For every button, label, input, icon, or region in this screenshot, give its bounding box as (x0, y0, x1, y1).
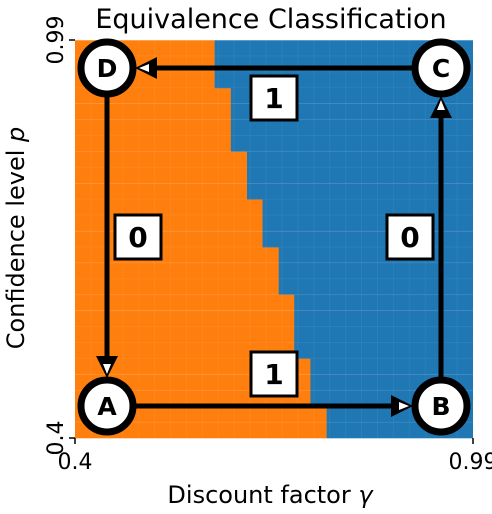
state-node-label: D (97, 54, 118, 83)
heatmap-region-class-1 (278, 278, 473, 295)
x-tick-label: 0.4 (58, 450, 93, 475)
heatmap-region-class-1 (294, 310, 473, 327)
axis-ticks: 0.4 0.99 0.4 0.99 (44, 16, 492, 475)
edge-label-box (249, 350, 299, 398)
heatmap-region-class-1 (230, 119, 473, 137)
heatmap-region-class-0 (75, 183, 248, 200)
edge-label-text: 0 (128, 221, 147, 254)
heatmap-region-class-1 (294, 294, 473, 311)
heatmap-region-class-1 (310, 357, 473, 375)
heatmap-region-class-0 (75, 326, 295, 343)
heatmap-region-class-1 (230, 135, 473, 152)
heatmap-region-class-1 (247, 167, 473, 184)
edge-label-box (113, 213, 163, 261)
x-axis-label: Discount factor γ (167, 481, 374, 509)
edge-label-box (385, 213, 435, 261)
heatmap-region-class-0 (75, 294, 295, 311)
edge-arrowhead-highlight (399, 402, 409, 410)
edge-label: 1 (249, 350, 299, 398)
edge-label-text: 1 (264, 358, 283, 391)
edge-label: 1 (249, 74, 299, 122)
heatmap-region-class-0 (75, 278, 280, 295)
heatmap-region-class-1 (247, 183, 473, 200)
heatmap-region-class-1 (278, 262, 473, 280)
state-node-circle (77, 38, 137, 98)
heatmap-region-class-0 (75, 342, 295, 359)
y-tick-label: 0.99 (44, 16, 69, 65)
edge-label: 0 (385, 213, 435, 261)
chart-title: Equivalence Classification (95, 4, 446, 35)
edge-arrowhead-highlight (437, 100, 445, 110)
state-nodes: A B C D (77, 38, 471, 436)
heatmap-region-class-0 (75, 167, 248, 184)
heatmap-region-class-1 (294, 342, 473, 359)
state-node-d: D (77, 38, 137, 98)
state-node-c: C (411, 38, 471, 98)
state-node-label: B (431, 392, 450, 421)
y-tick-label: 0.4 (44, 421, 69, 456)
heatmap-region-class-0 (75, 199, 263, 216)
state-node-label: C (432, 54, 450, 83)
edge-label: 0 (113, 213, 163, 261)
transition-edges: 1 0 1 0 (96, 57, 452, 417)
heatmap-region-class-1 (247, 151, 473, 168)
y-axis-label: Confidence level p (2, 127, 30, 350)
edge-arrowhead-highlight (139, 64, 149, 72)
state-node-b: B (411, 376, 471, 436)
heatmap-region-class-0 (75, 310, 295, 327)
heatmap-region-class-0 (75, 103, 232, 120)
edge-label-box (249, 74, 299, 122)
heatmap-region-class-0 (75, 262, 280, 280)
edge-label-text: 1 (264, 82, 283, 115)
heatmap-region-class-1 (278, 246, 473, 263)
heatmap-region-class-1 (294, 326, 473, 343)
heatmap-region-class-0 (75, 422, 327, 439)
heatmap-region-class-1 (214, 40, 474, 57)
edge-label-text: 0 (400, 221, 419, 254)
heatmap-region-class-1 (262, 199, 473, 216)
state-node-a: A (77, 376, 137, 436)
edge-arrowhead-highlight (103, 364, 111, 374)
heatmap-region-class-0 (75, 135, 232, 152)
heatmap-region-class-0 (75, 119, 232, 137)
state-node-circle (411, 38, 471, 98)
state-node-label: A (97, 392, 117, 421)
state-node-circle (411, 376, 471, 436)
heatmap-region-class-0 (75, 405, 327, 423)
state-node-circle (77, 376, 137, 436)
x-tick-label: 0.99 (449, 450, 492, 475)
heatmap-region-class-0 (75, 151, 248, 168)
